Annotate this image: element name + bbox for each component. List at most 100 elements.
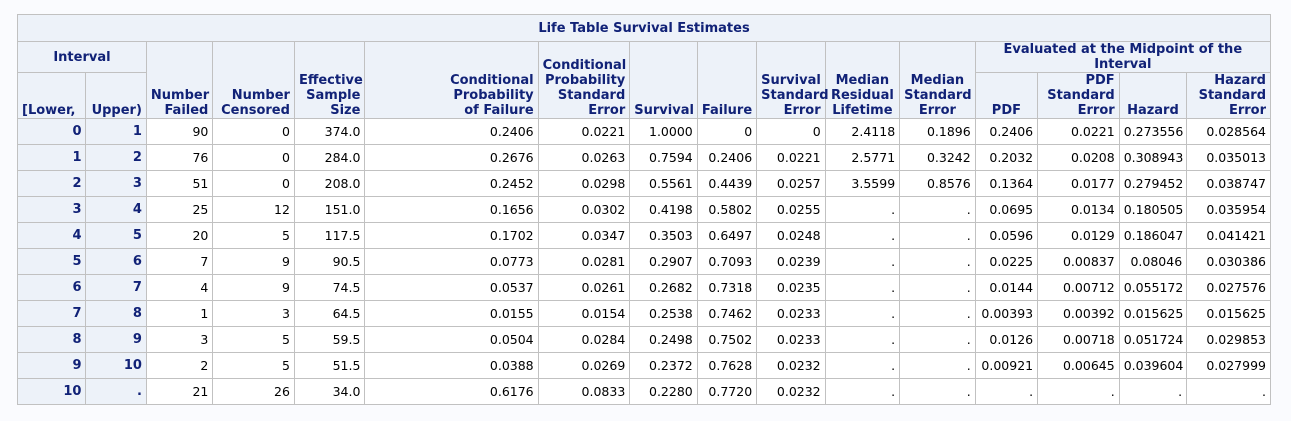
cell-censored: 0 — [212, 118, 295, 145]
table-body: 0 1 90 0 374.0 0.2406 0.0221 1.0000 0 0 2.4118 0.18… — [16, 118, 1271, 405]
cell-median-se: . — [899, 378, 976, 405]
col-cond-prob-failure-header: Conditional Probability of Failure — [364, 41, 539, 119]
cell-failure: 0.6497 — [696, 222, 758, 249]
cell-hazard: 0.039604 — [1118, 352, 1188, 379]
col-hazard-se-header: Hazard Standard Error — [1186, 72, 1271, 119]
cell-pdf-se: 0.0221 — [1037, 118, 1120, 145]
cell-median-se: . — [899, 326, 976, 353]
cell-pdf: 0.2032 — [974, 144, 1039, 171]
cell-hazard: 0.279452 — [1118, 170, 1188, 197]
cell-lower: 10 — [16, 378, 87, 405]
cell-effective-size: 151.0 — [293, 196, 366, 223]
cell-failure: 0.7462 — [696, 300, 758, 327]
cell-median-se: . — [899, 300, 976, 327]
cell-censored: 26 — [212, 378, 295, 405]
cell-censored: 5 — [212, 326, 295, 353]
cell-median-residual: . — [824, 300, 901, 327]
cell-pdf-se: 0.0208 — [1037, 144, 1120, 171]
cell-lower: 9 — [16, 352, 87, 379]
cell-pdf: 0.0225 — [974, 248, 1039, 275]
cell-survival-se: 0.0233 — [756, 326, 826, 353]
cell-lower: 2 — [16, 170, 87, 197]
cell-failure: 0.4439 — [696, 170, 758, 197]
cell-cond-prob-se: 0.0298 — [537, 170, 631, 197]
cell-failed: 1 — [145, 300, 214, 327]
cell-effective-size: 284.0 — [293, 144, 366, 171]
cell-cond-prob-failure: 0.6176 — [364, 378, 539, 405]
cell-hazard: 0.186047 — [1118, 222, 1188, 249]
cell-survival: 0.2280 — [629, 378, 698, 405]
header-line: Error — [1077, 103, 1115, 118]
cell-lower: 1 — [16, 144, 87, 171]
table-row: 4 5 20 5 117.5 0.1702 0.0347 0.3503 0.6497 0.0248… — [16, 222, 1271, 249]
cell-hazard-se: 0.027576 — [1186, 274, 1271, 301]
cell-upper: 9 — [85, 326, 147, 353]
cell-censored: 12 — [212, 196, 295, 223]
cell-failed: 3 — [145, 326, 214, 353]
cell-effective-size: 59.5 — [293, 326, 366, 353]
header-line: PDF — [991, 103, 1021, 118]
cell-cond-prob-failure: 0.0504 — [364, 326, 539, 353]
cell-cond-prob-se: 0.0221 — [537, 118, 631, 145]
cell-survival: 0.7594 — [629, 144, 698, 171]
cell-median-se: . — [899, 248, 976, 275]
cell-pdf-se: . — [1037, 378, 1120, 405]
cell-survival: 0.2498 — [629, 326, 698, 353]
col-hazard-header: Hazard — [1118, 72, 1188, 119]
cell-hazard-se: 0.029853 — [1186, 326, 1271, 353]
cell-lower: 4 — [16, 222, 87, 249]
cell-cond-prob-failure: 0.2406 — [364, 118, 539, 145]
midpoint-group-header: Evaluated at the Midpoint of the Interva… — [974, 41, 1272, 73]
cell-hazard-se: 0.035954 — [1186, 196, 1271, 223]
header-line: Error — [918, 103, 956, 118]
header-line: Number — [150, 88, 210, 103]
col-failed-header: Number Failed — [145, 41, 214, 119]
cell-survival-se: 0 — [756, 118, 826, 145]
cell-cond-prob-se: 0.0281 — [537, 248, 631, 275]
cell-cond-prob-failure: 0.0388 — [364, 352, 539, 379]
cell-median-residual: . — [824, 196, 901, 223]
cell-pdf: 0.0126 — [974, 326, 1039, 353]
cell-hazard-se: . — [1186, 378, 1271, 405]
col-pdf-se-header: PDF Standard Error — [1037, 72, 1120, 119]
cell-upper: 8 — [85, 300, 147, 327]
col-median-residual-header: Median Residual Lifetime — [824, 41, 901, 119]
cell-survival-se: 0.0255 — [756, 196, 826, 223]
cell-upper: 6 — [85, 248, 147, 275]
cell-survival: 0.3503 — [629, 222, 698, 249]
cell-median-residual: 3.5599 — [824, 170, 901, 197]
cell-survival: 0.5561 — [629, 170, 698, 197]
cell-effective-size: 64.5 — [293, 300, 366, 327]
cell-pdf: 0.1364 — [974, 170, 1039, 197]
header-line: Median — [835, 73, 890, 88]
table-row: 0 1 90 0 374.0 0.2406 0.0221 1.0000 0 0 2.4118 0.18… — [16, 118, 1271, 145]
cell-hazard: 0.015625 — [1118, 300, 1188, 327]
header-line: Conditional — [542, 58, 627, 73]
table-row: 10. 21 26 34.0 0.6176 0.0833 0.2280 0.7720 0.023… — [16, 378, 1271, 405]
cell-survival: 0.4198 — [629, 196, 698, 223]
cell-pdf-se: 0.0129 — [1037, 222, 1120, 249]
cell-failed: 7 — [145, 248, 214, 275]
col-median-se-header: Median Standard Error — [899, 41, 976, 119]
header-line: Censored — [221, 103, 290, 118]
table-row: 1 2 76 0 284.0 0.2676 0.0263 0.7594 0.2406 0.0221… — [16, 144, 1271, 171]
cell-median-se: . — [899, 222, 976, 249]
cell-hazard-se: 0.038747 — [1186, 170, 1271, 197]
cell-median-residual: 2.4118 — [824, 118, 901, 145]
cell-pdf-se: 0.00712 — [1037, 274, 1120, 301]
col-effective-size-header: Effective Sample Size — [293, 41, 366, 119]
table-row: 7 8 1 3 64.5 0.0155 0.0154 0.2538 0.7462 0.0233..… — [16, 300, 1271, 327]
cell-failure: 0.7628 — [696, 352, 758, 379]
cell-survival: 0.2682 — [629, 274, 698, 301]
cell-hazard: 0.055172 — [1118, 274, 1188, 301]
cell-median-residual: . — [824, 248, 901, 275]
cell-hazard-se: 0.041421 — [1186, 222, 1271, 249]
cell-median-se: 0.8576 — [899, 170, 976, 197]
header-line: Error — [1228, 103, 1266, 118]
table-row: 8 9 3 5 59.5 0.0504 0.0284 0.2498 0.7502 0.0233..… — [16, 326, 1271, 353]
life-table: Life Table Survival Estimates Interval N… — [16, 14, 1272, 405]
col-upper-header: Upper) — [85, 72, 147, 119]
cell-effective-size: 208.0 — [293, 170, 366, 197]
cell-median-residual: . — [824, 222, 901, 249]
header-line: Hazard — [1214, 73, 1266, 88]
